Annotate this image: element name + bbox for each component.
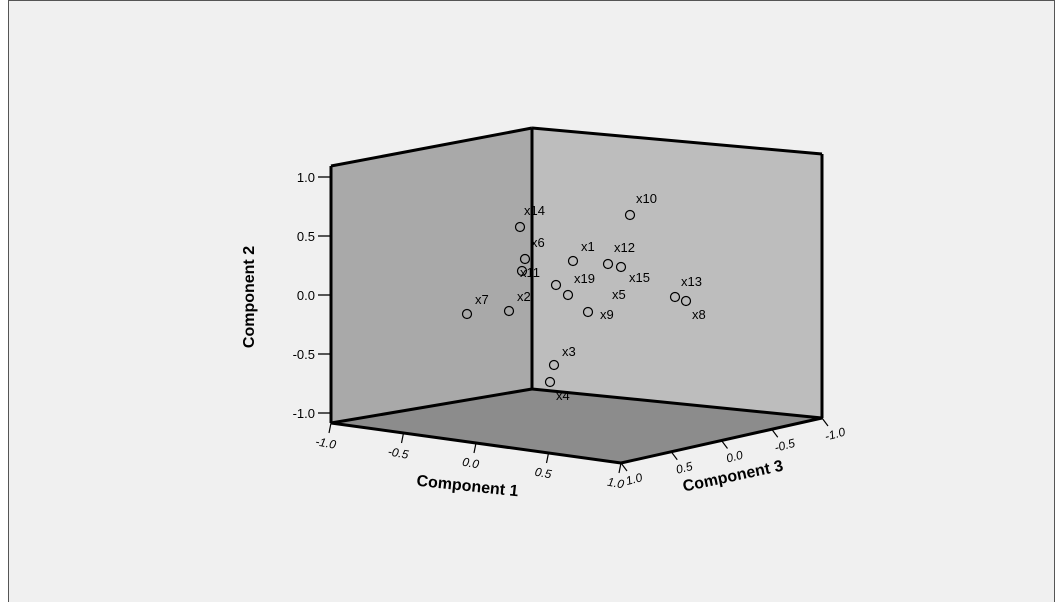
y-tick-label: 0.0: [297, 288, 315, 303]
edge-top-right: [531, 126, 823, 156]
x-tick-mark: [328, 422, 332, 434]
z-tick-mark: [721, 440, 728, 449]
x-tick-label: -0.5: [387, 444, 410, 461]
y-axis-title: Component 2: [241, 246, 258, 348]
z-tick-mark: [670, 451, 678, 461]
point-label: x6: [531, 235, 545, 250]
z-tick-mark: [821, 417, 829, 427]
point-label: x15: [629, 270, 650, 285]
edge-top-left: [330, 126, 533, 168]
left-wall: [331, 128, 532, 423]
y-tick-label: -1.0: [293, 406, 315, 421]
point-label: x8: [692, 307, 706, 322]
point-label: x2: [517, 289, 531, 304]
data-point: [548, 359, 560, 371]
z-tick-label: 0.0: [725, 448, 745, 466]
x-tick-mark: [618, 462, 622, 474]
x-tick-label: 0.5: [534, 465, 553, 482]
x-tick-mark: [473, 442, 477, 454]
y-tick-label: -0.5: [293, 347, 315, 362]
point-label: x7: [475, 292, 489, 307]
data-point: [519, 253, 531, 265]
scatter-3d-chart: 1.00.50.0-0.5-1.0-1.0-0.50.00.51.01.00.5…: [241, 126, 847, 501]
data-point: [567, 255, 579, 267]
x-tick-label: 1.0: [606, 475, 625, 492]
data-point: [669, 291, 681, 303]
data-point: [680, 295, 692, 307]
data-point: [516, 265, 528, 277]
chart-frame: 1.0 0.5 0.0 -0.5 -1.0 -1.0 -0.5 0.0 0.5 1.0 1.0 0.5…: [8, 0, 1055, 602]
point-label: x14: [524, 203, 545, 218]
x-tick-mark: [400, 432, 405, 444]
z-tick-label: -1.0: [823, 425, 847, 444]
data-point: [461, 308, 473, 320]
point-label: x4: [556, 388, 570, 403]
z-tick-mark: [620, 462, 628, 472]
point-label: x12: [614, 240, 635, 255]
point-label: x19: [574, 271, 595, 286]
right-wall: [532, 128, 822, 418]
z-tick-label: 0.5: [674, 459, 694, 477]
y-tick-label: 1.0: [297, 170, 315, 185]
data-point: [602, 258, 614, 270]
z-tick-label: 1.0: [624, 470, 644, 488]
data-point: [582, 306, 594, 318]
z-tick-label: -0.5: [773, 436, 797, 455]
data-point: [615, 261, 627, 273]
point-label: x13: [681, 274, 702, 289]
edge-floor-back-right: [531, 387, 823, 420]
data-point: [544, 376, 556, 388]
y-tick-label: 0.5: [297, 229, 315, 244]
point-label: x11: [520, 265, 540, 280]
data-point: [514, 221, 526, 233]
data-point: [562, 289, 574, 301]
z-tick-mark: [771, 428, 779, 438]
data-point: [503, 305, 515, 317]
point-label: x5: [612, 287, 626, 302]
x-axis-title: Component 1: [416, 473, 520, 501]
point-label: x9: [600, 307, 614, 322]
x-tick-label: 0.0: [461, 455, 480, 472]
data-point: [624, 209, 636, 221]
point-label: x3: [562, 344, 576, 359]
point-label: x1: [581, 239, 595, 254]
data-point: [550, 279, 562, 291]
x-tick-label: -1.0: [314, 434, 337, 451]
edge-floor-back-left: [330, 387, 533, 425]
x-tick-mark: [545, 452, 550, 464]
point-label: x10: [636, 191, 657, 206]
